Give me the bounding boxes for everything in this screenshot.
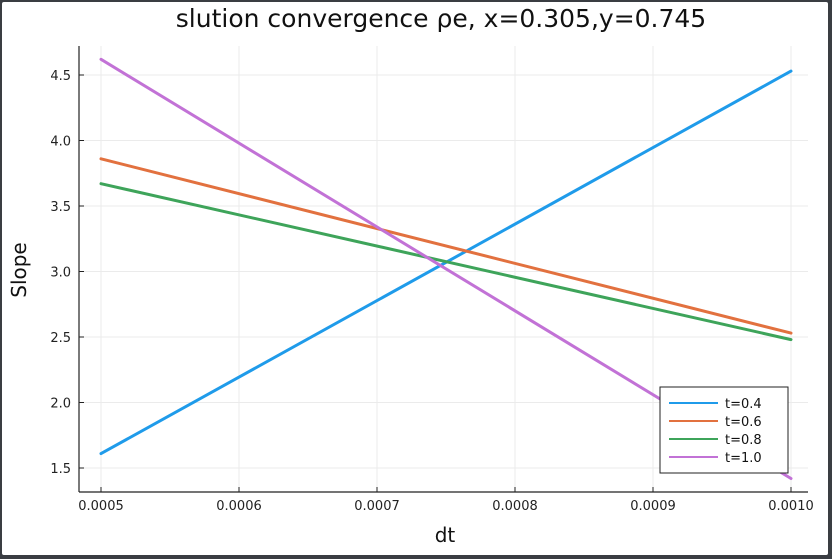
x-tick-label: 0.0010 [768, 499, 814, 514]
legend: t=0.4 t=0.6 t=0.8 t=1.0 [659, 386, 789, 474]
y-axis-title: Slope [7, 242, 31, 298]
chart-title: slution convergence ρe, x=0.305,y=0.745 [176, 4, 706, 33]
y-tick-label: 2.0 [50, 397, 71, 412]
legend-entry-label: t=0.6 [725, 415, 762, 430]
y-tick-label: 3.5 [50, 200, 71, 215]
x-tick-label: 0.0009 [630, 499, 676, 514]
x-tick-label: 0.0006 [216, 499, 262, 514]
y-tick-label: 1.5 [50, 462, 71, 477]
y-tick-label: 4.0 [50, 135, 71, 150]
tick-labels: 0.0005 0.0006 0.0007 0.0008 0.0009 0.0010 1.5 2… [50, 69, 813, 514]
x-tick-label: 0.0008 [492, 499, 538, 514]
y-tick-label: 2.5 [50, 331, 71, 346]
y-tick-label: 3.0 [50, 266, 71, 281]
legend-entry-label: t=0.8 [725, 433, 762, 448]
legend-entry-label: t=0.4 [725, 397, 762, 412]
x-axis-title: dt [435, 523, 456, 547]
series-line-t=0.6 [99, 157, 793, 335]
y-tick-label: 4.5 [50, 69, 71, 84]
series-line-t=0.8 [99, 182, 793, 342]
x-tick-label: 0.0007 [354, 499, 400, 514]
plot-axes [78, 46, 808, 493]
series-layer [99, 57, 793, 480]
legend-entry-label: t=1.0 [725, 451, 762, 466]
x-tick-label: 0.0005 [78, 499, 124, 514]
legend-box [659, 386, 789, 474]
